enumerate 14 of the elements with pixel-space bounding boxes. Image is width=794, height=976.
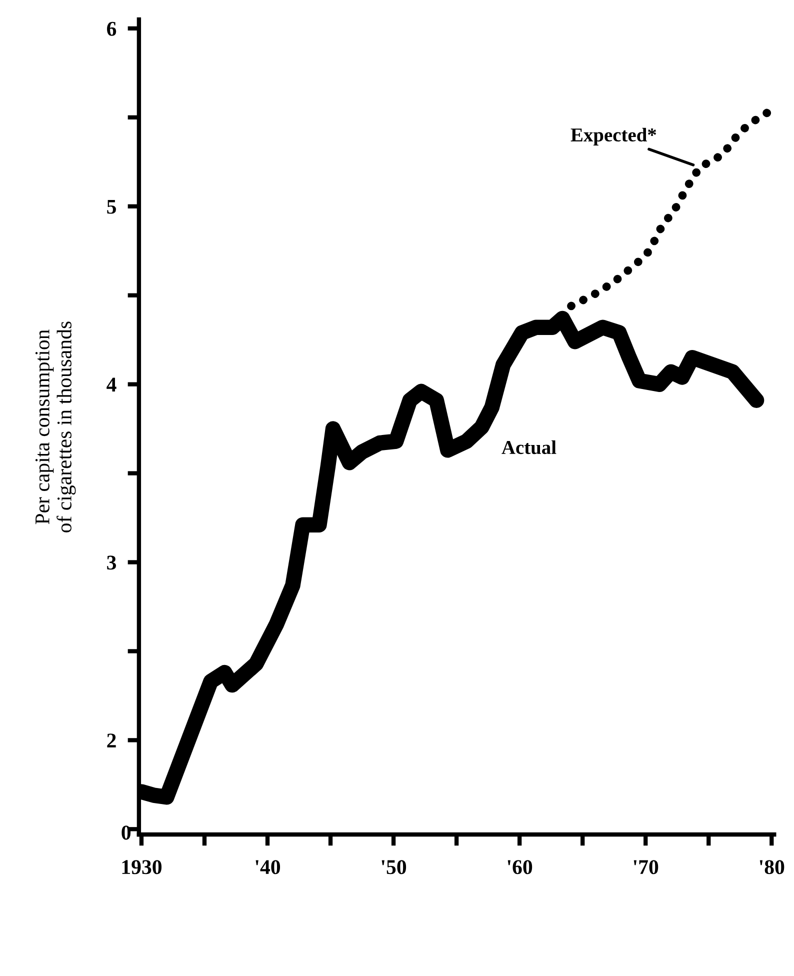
x-tick-label: 1930: [122, 860, 162, 874]
y-tick-label: 6: [107, 22, 116, 36]
y-tick-label: 3: [107, 556, 116, 570]
x-tick-label: '50: [382, 860, 406, 874]
text: Expected*: [570, 128, 656, 146]
y-tick-label: 4: [106, 378, 116, 392]
x-tick-label: '70: [634, 860, 658, 874]
x-tick-label: '80: [760, 860, 784, 874]
x-tick-label: '60: [508, 860, 532, 874]
series-label: Actual: [502, 440, 556, 454]
y-tick-label: 2: [107, 734, 116, 748]
y-tick-label: 5: [107, 200, 116, 214]
y-axis-title: Per capita consumption of cigarettes in thousands: [35, 322, 76, 532]
x-tick-label: '40: [256, 860, 280, 874]
